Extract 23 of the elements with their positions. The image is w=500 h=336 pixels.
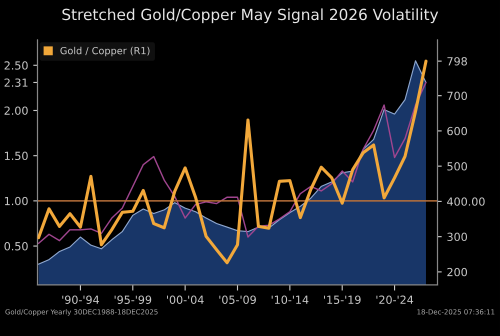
y2-tick-label: 600 xyxy=(447,126,467,136)
legend-label: Gold / Copper (R1) xyxy=(60,46,150,56)
y2-tick-label: 300 xyxy=(447,232,467,242)
y-tick-label: 2.31 xyxy=(4,78,28,87)
x-tick-label: '00-'04 xyxy=(167,296,204,304)
x-tick-label: '20-'24 xyxy=(376,296,414,304)
x-tick-label: '05-'09 xyxy=(219,296,256,304)
y-tick-label: 1.00 xyxy=(4,196,28,206)
y2-tick-label: 400.00 xyxy=(447,197,485,206)
x-tick-label: '10-'14 xyxy=(272,296,308,304)
chart-title: Stretched Gold/Copper May Signal 2026 Volatility xyxy=(62,8,438,24)
y2-tick-label: 798 xyxy=(447,57,467,66)
y2-tick-label: 700 xyxy=(447,92,467,100)
x-tick-label: '95-'99 xyxy=(114,296,152,304)
x-tick-label: '15-'19 xyxy=(324,296,361,304)
y2-tick-label: 200 xyxy=(447,268,467,276)
y2-tick-label: 500 xyxy=(447,162,467,171)
y-tick-label: 2.00 xyxy=(4,106,28,115)
line-series xyxy=(38,82,427,244)
y-tick-label: 1.50 xyxy=(4,152,28,160)
y-tick-label: 0.50 xyxy=(4,242,28,250)
y-tick-label: 2.50 xyxy=(4,61,28,70)
x-tick-label: '90-'94 xyxy=(62,296,100,304)
